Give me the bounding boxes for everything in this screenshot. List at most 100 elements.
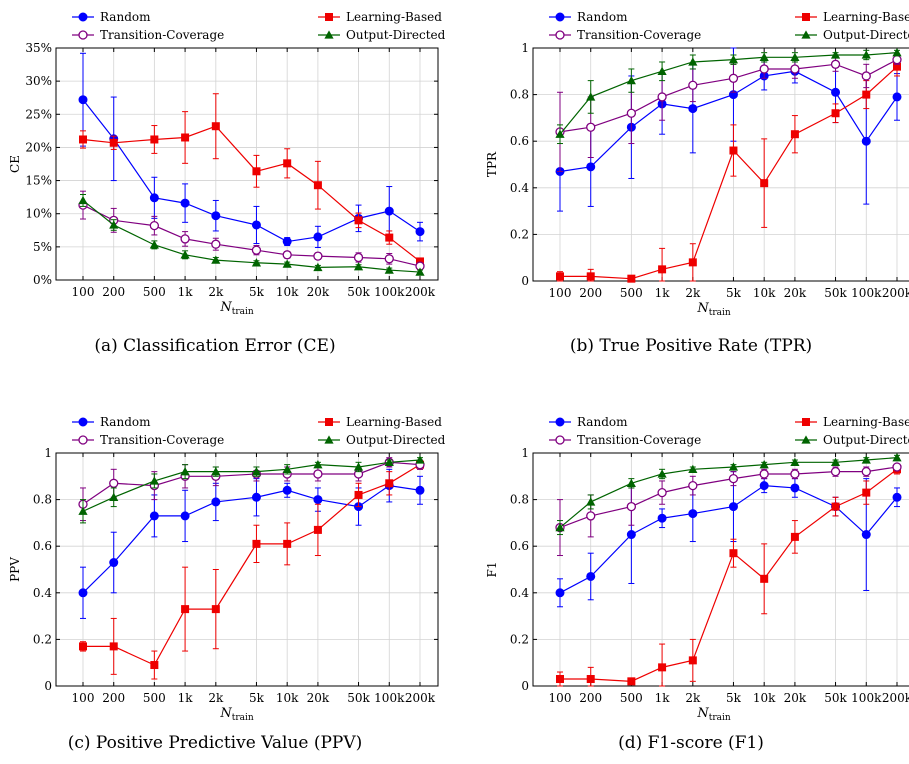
data-point <box>626 501 637 512</box>
data-point <box>181 605 190 614</box>
legend-label: Transition-Coverage <box>577 433 701 447</box>
data-point <box>760 574 769 583</box>
y-tick-label: 1 <box>521 41 529 55</box>
y-tick-label: 10% <box>25 207 52 221</box>
x-axis-label-main: N <box>696 706 709 721</box>
y-tick-label: 15% <box>25 174 52 188</box>
y-tick-label: 0.8 <box>33 493 52 507</box>
data-point <box>586 162 596 172</box>
x-tick-label: 10k <box>753 691 776 705</box>
data-point <box>892 92 902 102</box>
data-point <box>149 220 160 231</box>
data-point <box>626 76 636 85</box>
data-point <box>862 488 871 497</box>
series-random: Random <box>72 10 425 249</box>
y-tick-label: 0.6 <box>510 134 529 148</box>
plot-frame <box>532 452 909 687</box>
data-point <box>251 492 261 502</box>
data-point <box>657 513 667 523</box>
data-point <box>313 469 323 479</box>
data-point <box>313 525 322 534</box>
x-tick-label: 100 <box>549 691 572 705</box>
series-line <box>560 66 898 280</box>
data-point <box>109 642 118 651</box>
data-point <box>759 52 769 61</box>
data-point <box>688 258 697 267</box>
data-point <box>790 64 800 74</box>
data-point <box>627 677 636 686</box>
data-point <box>313 495 323 505</box>
legend-marker <box>802 13 810 21</box>
series-transition-coverage: Transition-Coverage <box>549 28 902 172</box>
series-line <box>559 52 898 135</box>
data-point <box>862 90 871 99</box>
data-point <box>831 87 841 97</box>
x-tick-label: 500 <box>143 285 166 299</box>
data-point <box>79 642 87 651</box>
data-point <box>149 240 159 249</box>
data-point <box>211 239 221 249</box>
data-point <box>728 462 739 471</box>
legend-label: Output-Directed <box>823 28 909 42</box>
data-point <box>354 490 363 499</box>
data-point <box>893 62 901 71</box>
data-point <box>313 181 322 190</box>
data-point <box>729 549 738 558</box>
x-tick-label: 2k <box>685 691 701 705</box>
data-point <box>313 262 323 272</box>
x-tick-label: 1k <box>178 691 194 705</box>
data-point <box>109 558 119 568</box>
x-tick-label: 200 <box>102 285 125 299</box>
data-point <box>658 663 667 672</box>
data-point <box>728 473 739 484</box>
x-tick-label: 2k <box>208 691 224 705</box>
chart-panel-b: 0 0.2 0.4 0.6 0.8 1 100 200 500 1k 2k 5k 10k 20k 50k 10… <box>485 10 909 318</box>
data-point <box>626 478 636 487</box>
data-point <box>354 216 363 225</box>
y-axis-label: F1 <box>485 562 499 578</box>
x-tick-label: 200k <box>882 286 909 300</box>
legend-marker <box>324 435 334 444</box>
data-point <box>657 469 667 478</box>
plot-frame <box>532 47 909 282</box>
legend-marker <box>78 417 88 427</box>
x-tick-label: 2k <box>208 285 224 299</box>
series-learning-based: Learning-Based <box>556 10 909 283</box>
data-point <box>831 502 840 511</box>
data-point <box>78 95 88 105</box>
y-tick-label: 0.8 <box>510 493 529 507</box>
data-point <box>384 254 394 264</box>
series-output-directed: Output-Directed <box>78 28 446 276</box>
data-point <box>415 485 425 495</box>
x-tick-label: 500 <box>620 286 643 300</box>
legend-label: Random <box>577 10 628 24</box>
x-axis-label: Ntrain <box>696 301 731 318</box>
data-point <box>586 571 596 581</box>
legend-label: Random <box>100 415 151 429</box>
data-point <box>861 455 871 464</box>
data-point <box>384 457 394 466</box>
series-line <box>82 484 421 594</box>
data-point <box>251 245 262 255</box>
data-point <box>150 135 159 144</box>
x-axis-label-sub: train <box>232 307 254 317</box>
x-tick-label: 5k <box>726 286 742 300</box>
data-point <box>180 250 190 259</box>
legend-label: Output-Directed <box>823 433 909 447</box>
series-transition-coverage: Transition-Coverage <box>72 28 425 271</box>
data-point <box>79 135 87 144</box>
y-axis-label: PPV <box>8 557 22 582</box>
data-point <box>586 272 595 281</box>
series-line <box>82 99 421 243</box>
data-point <box>586 511 596 521</box>
data-point <box>831 109 840 118</box>
data-point <box>180 234 190 244</box>
data-point <box>78 506 88 515</box>
legend-label: Random <box>100 10 151 24</box>
y-tick-label: 25% <box>25 107 52 121</box>
data-point <box>830 50 841 59</box>
data-point <box>586 92 596 101</box>
x-tick-label: 50k <box>824 691 847 705</box>
data-point <box>353 262 364 271</box>
data-point <box>790 469 800 479</box>
